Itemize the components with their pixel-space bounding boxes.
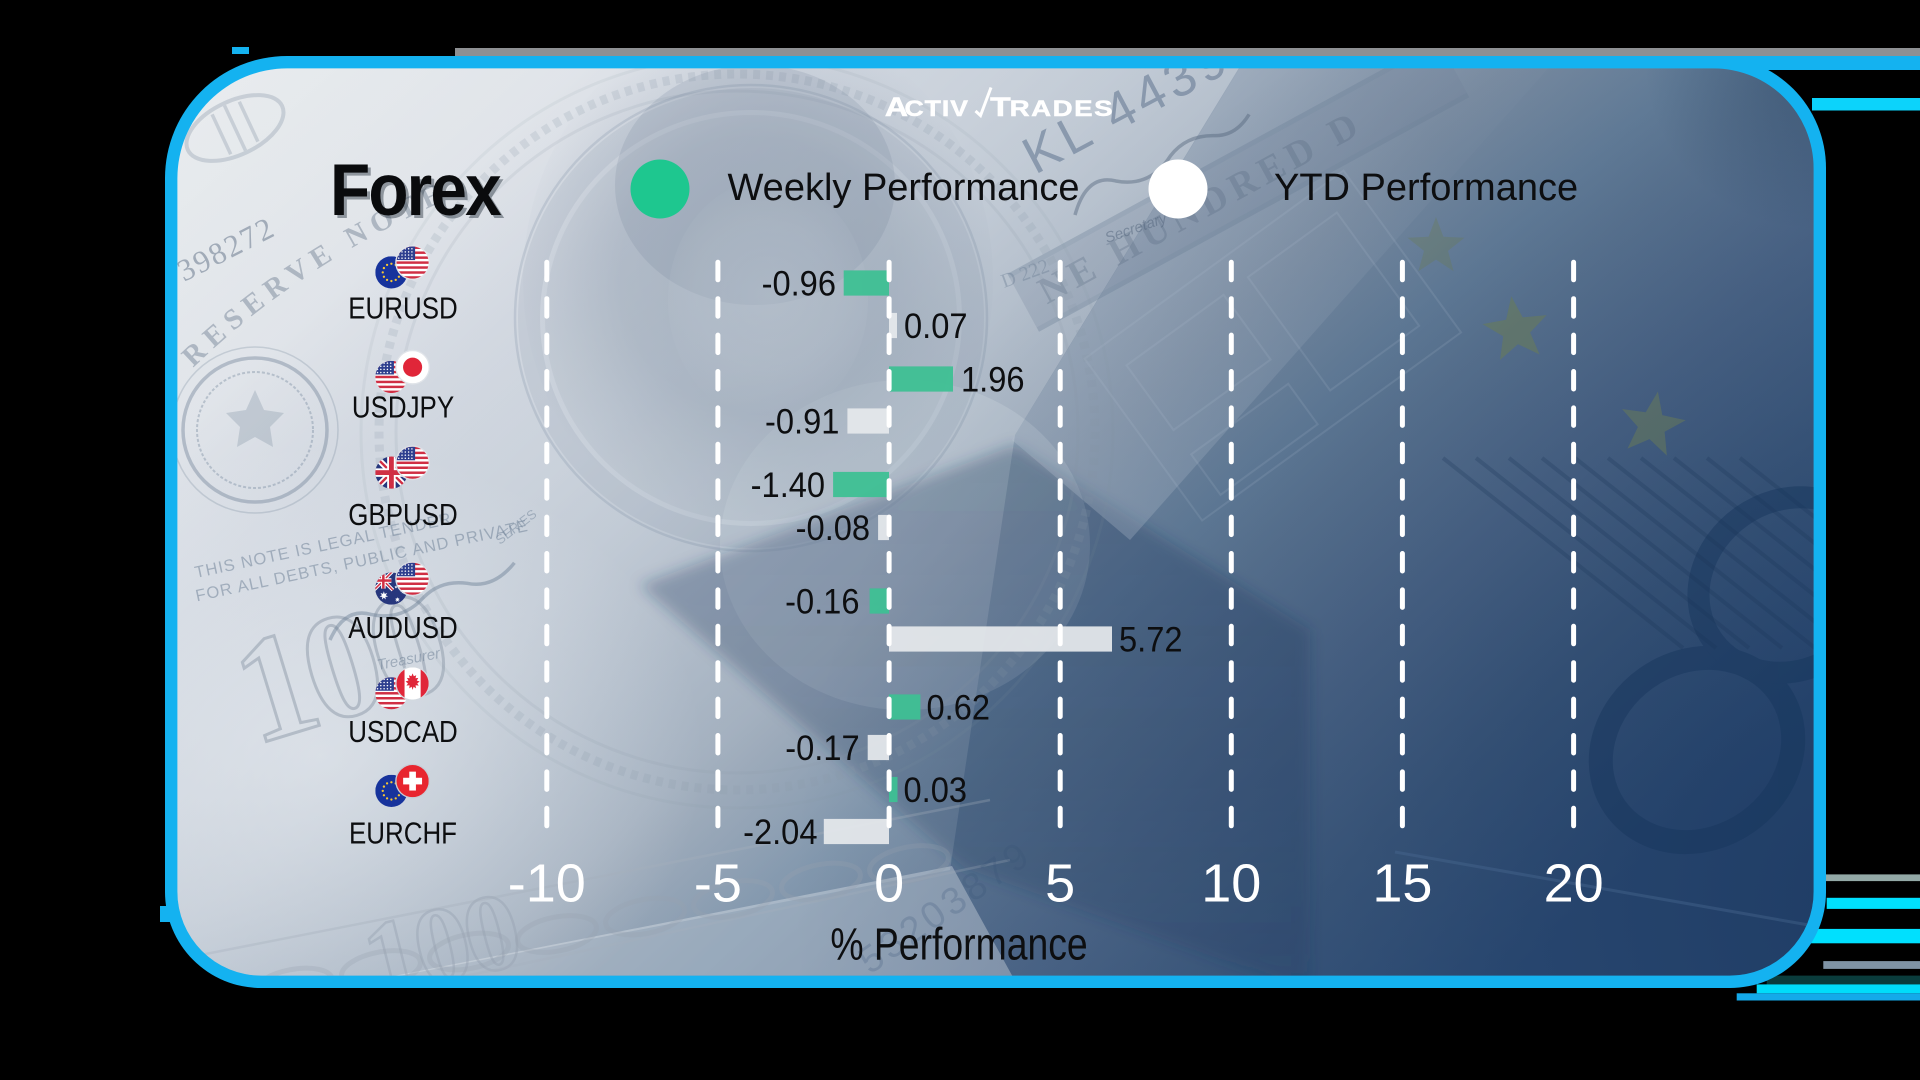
svg-text:-5: -5: [694, 854, 742, 914]
svg-text:0.07: 0.07: [904, 307, 968, 347]
svg-text:RADES: RADES: [1010, 97, 1114, 121]
svg-text:-0.96: -0.96: [762, 264, 836, 304]
svg-text:Forex: Forex: [330, 149, 502, 231]
svg-text:0: 0: [874, 854, 904, 914]
svg-text:% Performance: % Performance: [830, 919, 1087, 969]
svg-text:CTIV: CTIV: [904, 97, 968, 121]
svg-text:-10: -10: [508, 854, 586, 914]
svg-text:Weekly Performance: Weekly Performance: [728, 167, 1080, 209]
svg-text:AUDUSD: AUDUSD: [348, 610, 457, 644]
svg-text:-0.17: -0.17: [785, 729, 859, 769]
svg-text:USDCAD: USDCAD: [348, 714, 457, 748]
svg-text:-0.08: -0.08: [796, 509, 870, 549]
svg-text:A: A: [885, 93, 908, 123]
svg-text:20: 20: [1544, 854, 1604, 914]
svg-text:5.72: 5.72: [1119, 620, 1183, 660]
svg-text:Forex: Forex: [333, 152, 505, 234]
svg-text:-2.04: -2.04: [743, 813, 817, 853]
svg-text:-1.40: -1.40: [751, 466, 825, 506]
svg-text:1.96: 1.96: [961, 360, 1025, 400]
svg-text:GBPUSD: GBPUSD: [348, 497, 457, 531]
svg-text:15: 15: [1372, 854, 1432, 914]
svg-text:-0.16: -0.16: [785, 582, 859, 622]
svg-text:0.03: 0.03: [904, 771, 968, 811]
svg-text:EURUSD: EURUSD: [348, 290, 457, 324]
svg-text:EURCHF: EURCHF: [349, 816, 457, 850]
svg-text:USDJPY: USDJPY: [352, 389, 454, 423]
svg-text:T: T: [990, 93, 1011, 122]
svg-text:0.62: 0.62: [927, 688, 991, 728]
svg-text:10: 10: [1201, 854, 1261, 914]
svg-text:YTD Performance: YTD Performance: [1274, 167, 1578, 209]
svg-text:5: 5: [1045, 854, 1075, 914]
svg-text:-0.91: -0.91: [765, 402, 839, 442]
